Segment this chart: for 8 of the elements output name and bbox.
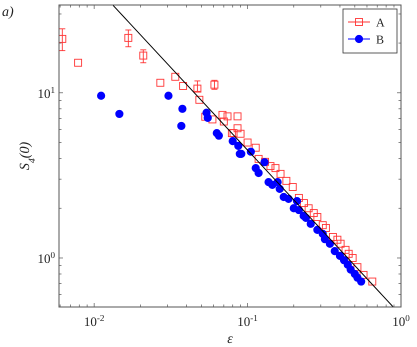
y-tick-label: 10$^{1}$ <box>37 84 55 101</box>
legend-label: A <box>376 16 385 30</box>
x-tick-label: 10$^{0}$ <box>392 313 410 329</box>
x-tick-label: 10$^{-2}$ <box>84 313 105 329</box>
legend-label: B <box>376 32 384 46</box>
x-axis-title: ε <box>227 332 234 347</box>
text: a) <box>2 5 14 20</box>
x-tick-label: 10$^{-1}$ <box>237 313 258 329</box>
